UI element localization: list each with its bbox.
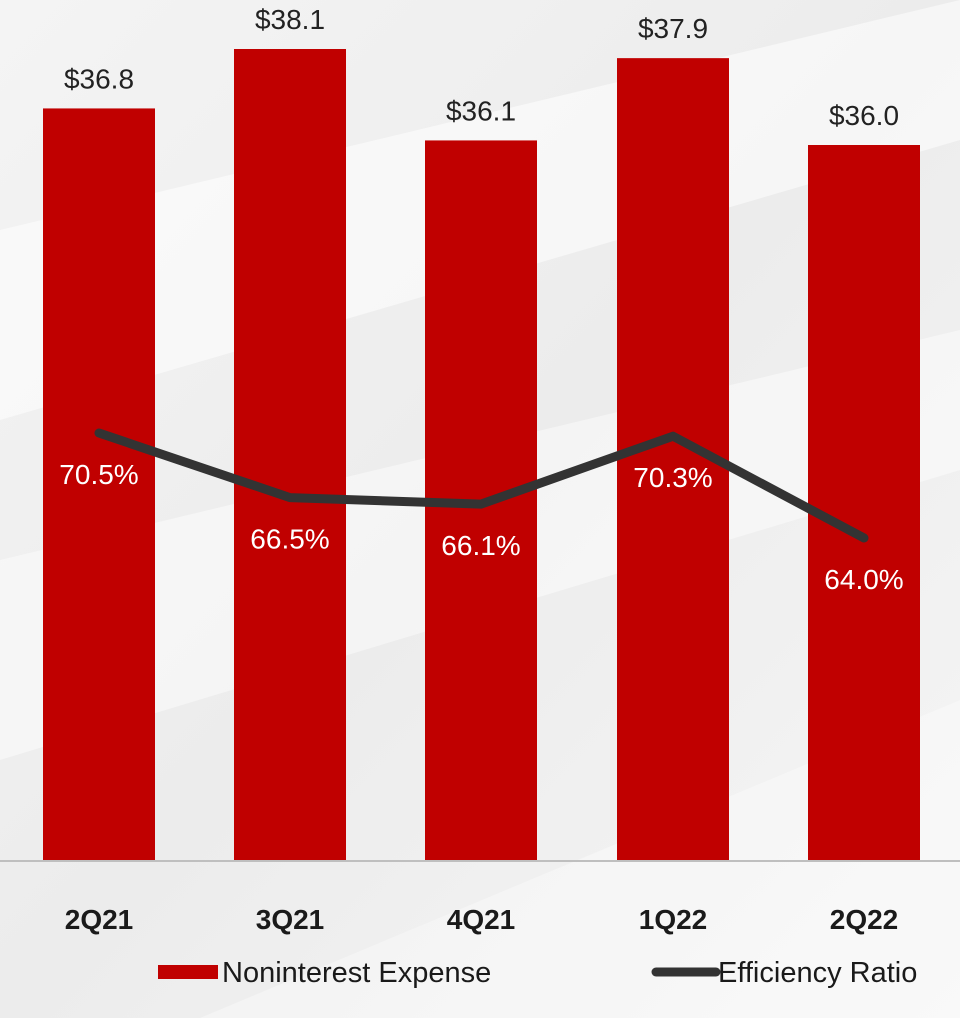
efficiency-ratio-label: 64.0% [824,564,903,595]
efficiency-ratio-line [94,428,869,543]
category-label-2q22: 2Q22 [830,904,899,935]
bar-2q22 [808,145,920,860]
bar-3q21 [234,49,346,860]
category-axis-labels: 2Q21 3Q21 4Q21 1Q22 2Q22 [65,904,899,935]
bar-value-label: $36.1 [446,95,516,126]
bar-value-label: $36.8 [64,63,134,94]
bar-2q21 [43,108,155,860]
category-label-4q21: 4Q21 [447,904,516,935]
category-label-1q22: 1Q22 [639,904,708,935]
bar-value-label: $37.9 [638,13,708,44]
efficiency-ratio-label: 70.3% [633,462,712,493]
efficiency-ratio-label: 66.5% [250,524,329,555]
line-series: 70.5% 66.5% 66.1% 70.3% 64.0% [59,428,904,595]
category-label-2q21: 2Q21 [65,904,134,935]
legend-swatch-noninterest-expense [158,965,218,979]
bar-value-label: $38.1 [255,4,325,35]
efficiency-ratio-label: 70.5% [59,459,138,490]
legend-label-efficiency-ratio: Efficiency Ratio [718,957,917,989]
legend: Noninterest Expense Efficiency Ratio [158,957,917,989]
bar-series: $36.8 $38.1 $36.1 $37.9 $36.0 [43,4,920,860]
legend-label-noninterest-expense: Noninterest Expense [222,957,491,989]
bar-value-label: $36.0 [829,100,899,131]
category-label-3q21: 3Q21 [256,904,325,935]
efficiency-ratio-label: 66.1% [441,530,520,561]
